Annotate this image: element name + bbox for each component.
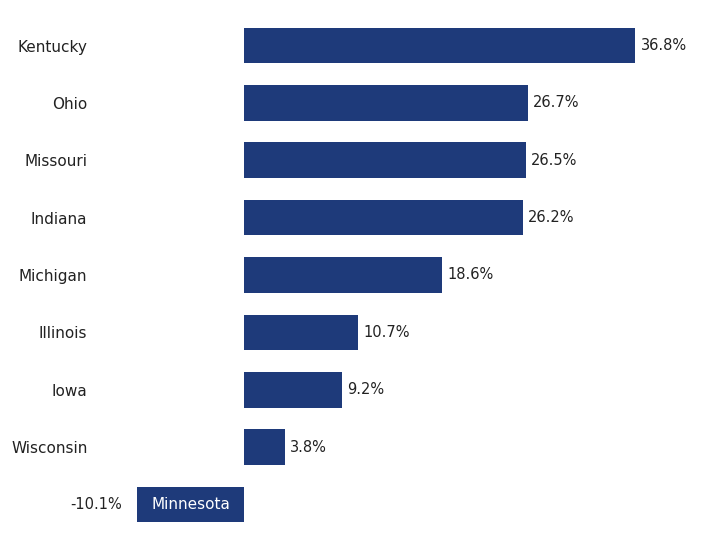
Bar	[244, 430, 285, 465]
Text: 36.8%: 36.8%	[640, 38, 687, 53]
Text: 10.7%: 10.7%	[364, 325, 410, 340]
Bar	[244, 315, 358, 350]
Text: 26.7%: 26.7%	[534, 95, 580, 111]
Text: 26.5%: 26.5%	[531, 153, 578, 168]
Text: -10.1%: -10.1%	[71, 497, 122, 512]
Bar	[137, 487, 244, 522]
Bar	[244, 257, 442, 293]
Text: 18.6%: 18.6%	[447, 267, 494, 283]
Bar	[244, 200, 523, 235]
Text: Minnesota: Minnesota	[152, 497, 230, 512]
Text: 26.2%: 26.2%	[528, 210, 574, 225]
Bar	[244, 142, 526, 178]
Bar	[244, 28, 635, 63]
Bar	[244, 372, 342, 408]
Text: 9.2%: 9.2%	[347, 382, 385, 397]
Bar	[244, 85, 528, 120]
Text: 3.8%: 3.8%	[290, 439, 327, 455]
